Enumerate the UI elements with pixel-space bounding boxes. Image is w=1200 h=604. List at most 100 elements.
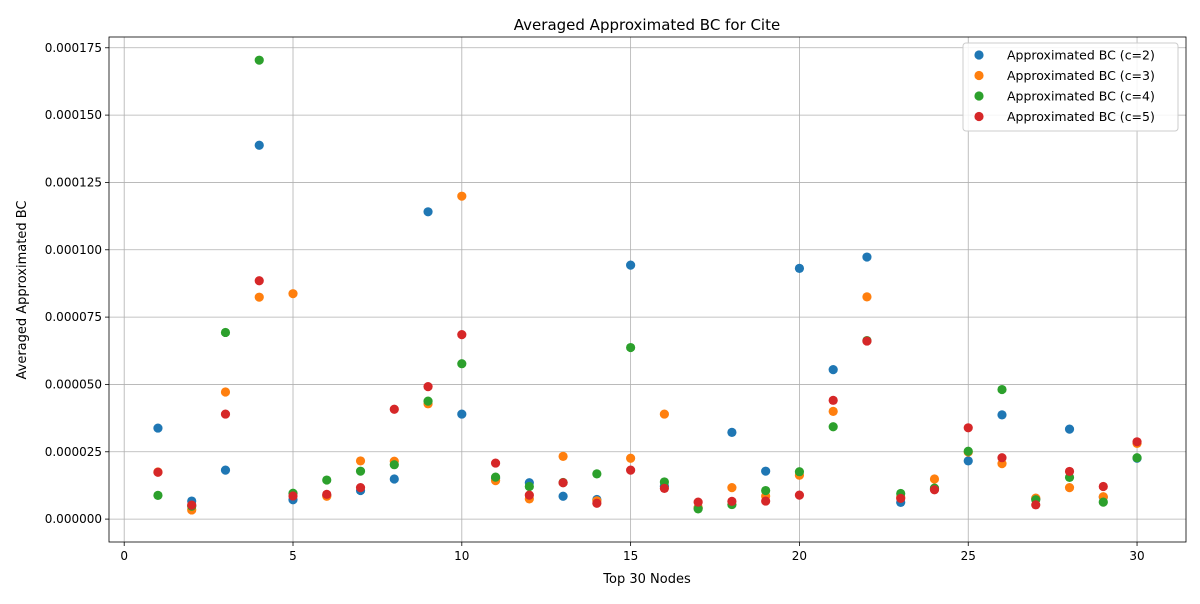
data-point-series-3	[355, 466, 366, 476]
y-axis-label: Averaged Approximated BC	[15, 201, 30, 380]
data-point-series-1	[997, 410, 1007, 420]
data-point-series-4	[997, 453, 1007, 463]
y-tick-label: 0.000075	[45, 310, 102, 324]
data-point-series-4	[761, 496, 771, 506]
x-tick-label: 30	[1129, 549, 1144, 563]
data-point-series-2	[659, 409, 669, 419]
x-tick-label: 0	[120, 549, 128, 563]
data-point-series-1	[828, 365, 838, 375]
data-point-series-4	[659, 483, 669, 494]
data-point-series-2	[457, 191, 467, 201]
y-tick-label: 0.000100	[45, 243, 102, 257]
data-point-series-3	[1098, 497, 1108, 507]
data-point-series-4	[457, 330, 467, 340]
legend-marker	[974, 111, 984, 122]
data-point-series-3	[220, 327, 231, 338]
data-point-series-2	[862, 292, 872, 302]
legend-label: Approximated BC (c=2)	[1007, 48, 1155, 63]
data-point-series-2	[727, 482, 737, 493]
y-tick-label: 0.000000	[45, 512, 102, 526]
data-point-series-4	[153, 467, 163, 477]
data-point-series-3	[153, 490, 163, 501]
data-point-series-3	[1132, 453, 1142, 463]
data-point-series-4	[288, 491, 298, 501]
y-tick-label: 0.000150	[45, 108, 102, 122]
data-point-series-4	[558, 478, 568, 488]
legend-label: Approximated BC (c=3)	[1007, 68, 1155, 83]
data-point-series-1	[558, 491, 568, 501]
data-point-series-3	[490, 472, 501, 482]
data-point-series-1	[389, 474, 399, 484]
data-point-series-4	[220, 409, 231, 419]
data-point-series-1	[794, 263, 805, 273]
data-point-series-3	[794, 467, 805, 477]
data-point-series-1	[153, 423, 163, 433]
y-tick-label: 0.000025	[45, 445, 102, 459]
data-point-series-3	[997, 384, 1007, 395]
data-point-series-4	[828, 395, 838, 405]
x-tick-label: 5	[289, 549, 297, 563]
data-point-series-3	[457, 359, 467, 369]
chart-title: Averaged Approximated BC for Cite	[514, 16, 780, 34]
data-point-series-3	[322, 475, 332, 485]
data-points	[153, 55, 1142, 515]
data-point-series-4	[626, 465, 636, 475]
data-point-series-2	[254, 292, 264, 302]
data-point-series-3	[524, 481, 534, 492]
data-point-series-4	[727, 496, 737, 506]
data-point-series-2	[929, 474, 940, 484]
data-point-series-2	[558, 451, 568, 461]
data-point-series-1	[254, 140, 264, 150]
data-point-series-4	[693, 497, 703, 507]
data-point-series-1	[761, 466, 771, 476]
data-point-series-2	[828, 406, 838, 416]
data-point-series-4	[490, 458, 501, 468]
x-axis-label: Top 30 Nodes	[602, 572, 691, 587]
plot-frame	[108, 36, 1187, 543]
data-point-series-4	[862, 336, 872, 346]
legend-marker	[974, 50, 984, 60]
data-point-series-3	[592, 469, 602, 479]
data-point-series-1	[423, 207, 433, 217]
data-point-series-2	[288, 289, 298, 299]
data-point-series-2	[355, 456, 366, 466]
data-point-series-1	[1064, 424, 1075, 434]
data-point-series-3	[423, 396, 433, 406]
legend-marker	[974, 70, 984, 81]
legend-label: Approximated BC (c=4)	[1007, 89, 1155, 104]
data-point-series-3	[254, 55, 264, 65]
data-point-series-4	[423, 381, 433, 392]
y-tick-label: 0.000050	[45, 377, 102, 391]
data-point-series-2	[1064, 482, 1075, 493]
legend: Approximated BC (c=2) Approximated BC (c=…	[962, 42, 1179, 132]
data-point-series-1	[963, 456, 973, 466]
grid	[109, 37, 1186, 542]
data-point-series-1	[862, 252, 872, 262]
legend-marker	[974, 91, 984, 101]
data-point-series-4	[524, 490, 534, 500]
data-point-series-1	[457, 409, 467, 419]
data-point-series-3	[828, 422, 838, 432]
y-tick-label: 0.000175	[45, 41, 102, 55]
data-point-series-4	[254, 276, 264, 286]
data-point-series-4	[929, 485, 940, 495]
data-point-series-1	[220, 465, 231, 475]
data-point-series-3	[963, 446, 973, 456]
data-point-series-3	[761, 485, 771, 496]
data-point-series-4	[1031, 500, 1041, 510]
data-point-series-4	[1098, 481, 1108, 492]
data-point-series-4	[355, 482, 366, 493]
data-point-series-4	[1132, 437, 1142, 447]
data-point-series-4	[1064, 466, 1075, 477]
data-point-series-1	[626, 260, 636, 270]
x-tick-label: 15	[623, 549, 638, 563]
data-point-series-4	[794, 490, 805, 500]
x-tick-label: 10	[454, 549, 469, 563]
data-point-series-2	[220, 387, 231, 397]
y-tick-label: 0.000125	[45, 175, 102, 189]
legend-box	[962, 42, 1179, 132]
axis-ticks: 0 5 10 15 20 25 30 0.000000 0.000025 0.000050 0.00…	[45, 41, 1145, 563]
data-point-series-4	[896, 493, 906, 503]
